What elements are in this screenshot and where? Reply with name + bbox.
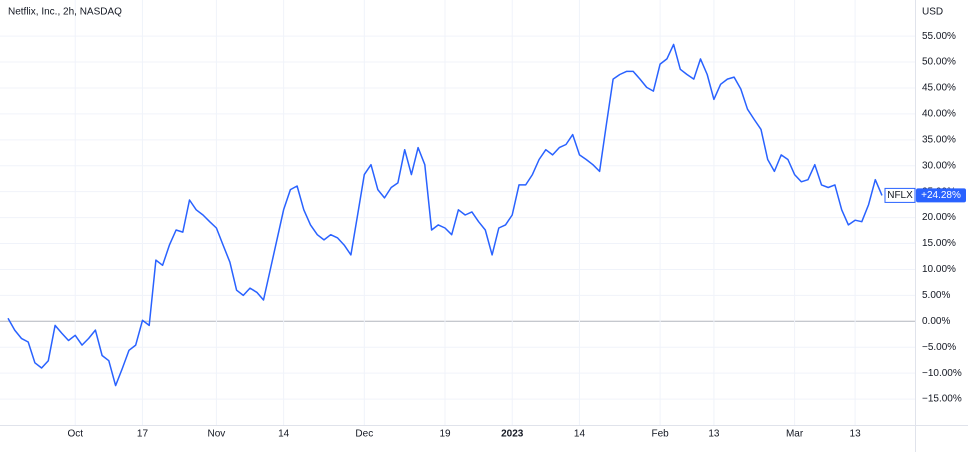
- currency: USD: [922, 7, 943, 18]
- y-tick-label: 0.00%: [922, 316, 950, 327]
- y-tick-label: 5.00%: [922, 290, 950, 301]
- x-tick-label: 14: [574, 429, 586, 440]
- y-tick-label: −15.00%: [922, 394, 962, 405]
- x-tick-label: 17: [137, 429, 149, 440]
- y-tick-label: −5.00%: [922, 342, 956, 353]
- x-tick-label: 13: [850, 429, 862, 440]
- y-tick-label: 40.00%: [922, 109, 956, 120]
- symbol-label: NFLX: [887, 190, 913, 201]
- x-tick-label: 13: [708, 429, 720, 440]
- x-tick-label: 2023: [501, 429, 524, 440]
- symbol-tag: [884, 187, 916, 203]
- x-tick-label: Oct: [67, 429, 83, 440]
- y-tick-label: 10.00%: [922, 264, 956, 275]
- y-tick-label: −10.00%: [922, 368, 962, 379]
- x-tick-label: Nov: [208, 429, 226, 440]
- x-tick-label: Dec: [355, 429, 373, 440]
- y-tick-label: 30.00%: [922, 160, 956, 171]
- y-tick-label: 15.00%: [922, 238, 956, 249]
- chart-title: Netflix, Inc., 2h, NASDAQ: [8, 7, 122, 18]
- price-line: [7, 43, 883, 387]
- x-tick-label: Feb: [652, 429, 670, 440]
- y-tick-label: 20.00%: [922, 212, 956, 223]
- y-tick-label: 55.00%: [922, 31, 956, 42]
- y-tick-label: 35.00%: [922, 134, 956, 145]
- x-tick-label: Mar: [786, 429, 804, 440]
- last-value-tag: [916, 188, 966, 203]
- x-tick-label: 14: [278, 429, 290, 440]
- grid: [0, 0, 915, 425]
- last-value-label: +24.28%: [921, 190, 961, 201]
- x-tick-label: 19: [439, 429, 451, 440]
- y-tick-label: 50.00%: [922, 57, 956, 68]
- y-tick-label: 45.00%: [922, 83, 956, 94]
